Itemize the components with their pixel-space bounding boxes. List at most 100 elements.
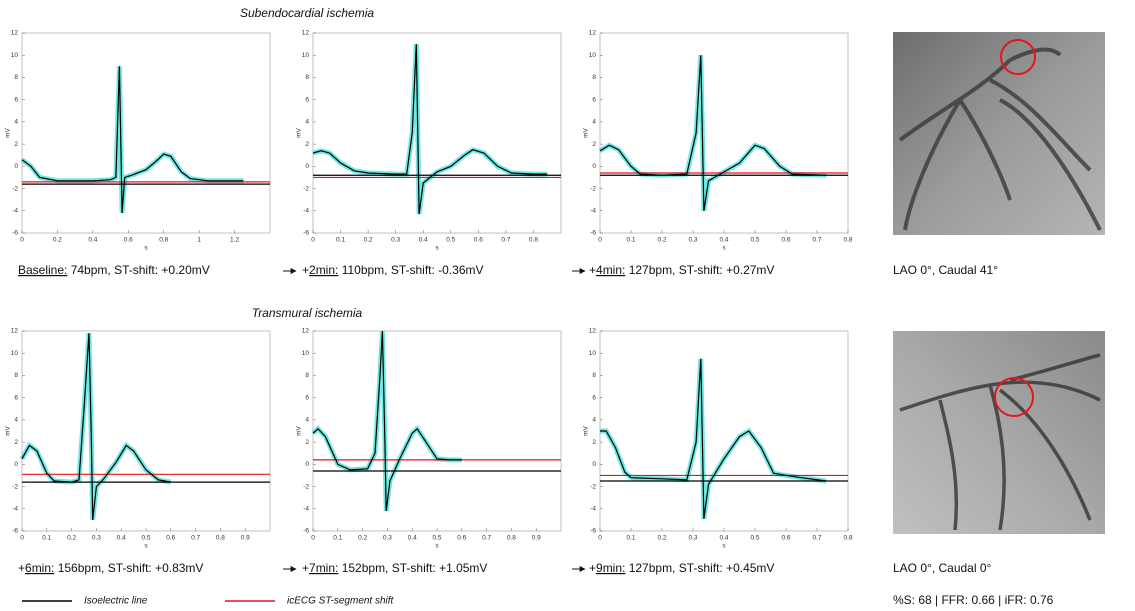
- x-tick-label: 0.2: [364, 237, 373, 244]
- ecg-mean: [312, 330, 462, 512]
- caption-time: Baseline:: [18, 263, 67, 277]
- x-tick-label: 0.6: [781, 535, 790, 542]
- angio-view: LAO 0°, Caudal 41°: [893, 263, 998, 277]
- y-tick-label: 8: [305, 74, 309, 81]
- caption-text: 152bpm, ST-shift: +1.05mV: [338, 561, 487, 575]
- y-tick-label: -6: [590, 528, 596, 535]
- x-tick-label: 0: [20, 535, 24, 542]
- caption-time: 9min:: [596, 561, 625, 575]
- y-tick-label: 10: [11, 52, 19, 59]
- caption-time: 4min:: [596, 263, 625, 277]
- y-tick-label: 0: [592, 163, 596, 170]
- x-tick-label: 0.3: [391, 237, 400, 244]
- y-tick-label: 6: [305, 96, 309, 103]
- x-tick-label: 0: [20, 237, 24, 244]
- caption-time: 2min:: [309, 263, 338, 277]
- x-tick-label: 0.3: [688, 237, 697, 244]
- measurements: %S: 68 | FFR: 0.66 | iFR: 0.76: [893, 593, 1054, 607]
- ecg-spread: [312, 43, 548, 215]
- plot-frame: [21, 330, 271, 532]
- caption-text: 74bpm, ST-shift: +0.20mV: [67, 263, 209, 277]
- y-tick-label: 2: [305, 141, 309, 148]
- caption-prefix: +: [18, 561, 25, 575]
- y-tick-label: 0: [14, 163, 18, 170]
- y-tick-label: 2: [305, 439, 309, 446]
- caption-text: 156bpm, ST-shift: +0.83mV: [54, 561, 203, 575]
- plot-frame: [599, 32, 849, 234]
- x-tick-label: 0.8: [843, 237, 852, 244]
- y-tick-label: -4: [303, 207, 309, 214]
- caption-text: 127bpm, ST-shift: +0.27mV: [625, 263, 774, 277]
- x-tick-label: 0.8: [216, 535, 225, 542]
- ecg-mean: [599, 55, 827, 211]
- x-tick-label: 0.4: [419, 237, 428, 244]
- y-tick-label: 10: [302, 350, 310, 357]
- ecg-spread: [598, 55, 827, 212]
- ecg-spread: [20, 66, 244, 214]
- y-tick-label: 2: [14, 439, 18, 446]
- x-tick-label: 0.5: [750, 237, 759, 244]
- x-tick-label: 0.7: [482, 535, 491, 542]
- y-tick-label: -6: [12, 230, 18, 237]
- x-tick-label: 0.4: [719, 535, 728, 542]
- y-tick-label: -6: [12, 528, 18, 535]
- ecg-mean: [21, 333, 171, 520]
- y-tick-label: 6: [305, 394, 309, 401]
- angio-view: LAO 0°, Caudal 0°: [893, 561, 992, 575]
- y-tick-label: 4: [14, 119, 18, 126]
- x-tick-label: 0.8: [159, 237, 168, 244]
- x-tick-label: 0.2: [657, 535, 666, 542]
- y-tick-label: 12: [302, 328, 310, 335]
- y-tick-label: -4: [590, 505, 596, 512]
- caption: +9min: 127bpm, ST-shift: +0.45mV: [589, 561, 774, 575]
- x-tick-label: 0.5: [141, 535, 150, 542]
- y-tick-label: -4: [12, 505, 18, 512]
- ecg-mean: [312, 44, 548, 215]
- y-tick-label: 4: [592, 417, 596, 424]
- y-tick-label: 4: [305, 119, 309, 126]
- y-tick-label: 10: [589, 350, 597, 357]
- x-axis-label: s: [722, 245, 726, 252]
- caption-time: 6min:: [25, 561, 54, 575]
- x-tick-label: 0.4: [117, 535, 126, 542]
- x-tick-label: 0.8: [529, 237, 538, 244]
- caption: +4min: 127bpm, ST-shift: +0.27mV: [589, 263, 774, 277]
- y-tick-label: -2: [12, 483, 18, 490]
- y-tick-label: 8: [14, 74, 18, 81]
- y-tick-label: 12: [589, 30, 597, 37]
- y-tick-label: -6: [590, 230, 596, 237]
- x-tick-label: 0.2: [358, 535, 367, 542]
- y-axis-label: mV: [5, 425, 12, 435]
- caption-text: 110bpm, ST-shift: -0.36mV: [338, 263, 483, 277]
- caption-prefix: +: [302, 263, 309, 277]
- x-tick-label: 0.7: [191, 535, 200, 542]
- x-tick-label: 0.2: [67, 535, 76, 542]
- caption-prefix: +: [589, 263, 596, 277]
- x-tick-label: 0.4: [88, 237, 97, 244]
- ecg-spread: [600, 358, 827, 520]
- ecg-mean: [21, 66, 244, 214]
- x-tick-label: 0.7: [812, 535, 821, 542]
- y-tick-label: -4: [12, 207, 18, 214]
- y-tick-label: 10: [589, 52, 597, 59]
- x-tick-label: 0: [598, 237, 602, 244]
- caption-prefix: +: [589, 561, 596, 575]
- caption: +6min: 156bpm, ST-shift: +0.83mV: [18, 561, 203, 575]
- x-tick-label: 0.7: [501, 237, 510, 244]
- x-tick-label: 0.3: [92, 535, 101, 542]
- y-tick-label: 2: [14, 141, 18, 148]
- y-tick-label: 6: [14, 394, 18, 401]
- y-tick-label: 6: [14, 96, 18, 103]
- y-tick-label: -2: [590, 185, 596, 192]
- x-tick-label: 0.2: [657, 237, 666, 244]
- x-tick-label: 0: [598, 535, 602, 542]
- x-tick-label: 0.8: [507, 535, 516, 542]
- arrows: [283, 268, 586, 572]
- x-tick-label: 0.1: [336, 237, 345, 244]
- ecg-spread: [311, 330, 462, 512]
- y-axis-label: mV: [296, 425, 303, 435]
- caption: +2min: 110bpm, ST-shift: -0.36mV: [302, 263, 484, 277]
- angiogram: [893, 331, 1105, 534]
- x-axis-label: s: [722, 543, 726, 550]
- y-tick-label: -4: [303, 505, 309, 512]
